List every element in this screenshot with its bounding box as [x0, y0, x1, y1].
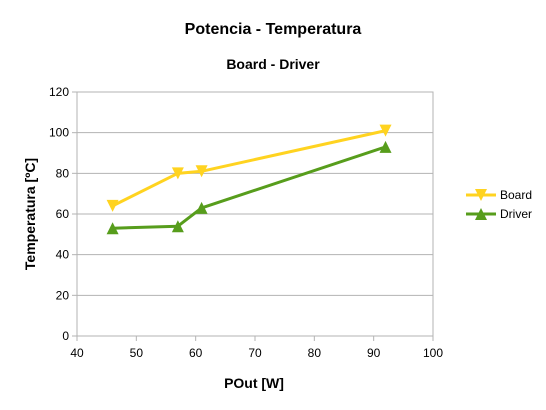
series-layer — [106, 124, 392, 235]
y-tick-label: 60 — [56, 207, 70, 221]
legend-label: Driver — [500, 207, 532, 221]
x-axis: 40 50 60 70 80 90 100 — [70, 336, 443, 360]
chart-title: Potencia - Temperatura — [185, 21, 362, 38]
y-axis-label: Temperatura [ºC] — [22, 158, 38, 270]
y-tick-label: 120 — [49, 85, 69, 99]
x-tick-label: 80 — [308, 346, 322, 360]
legend-item-board: Board — [466, 188, 532, 202]
data-point — [379, 124, 392, 137]
y-tick-label: 0 — [62, 329, 69, 343]
x-tick-label: 50 — [130, 346, 144, 360]
y-tick-label: 100 — [49, 126, 69, 140]
chart-subtitle: Board - Driver — [226, 56, 320, 72]
y-tick-label: 20 — [56, 288, 70, 302]
y-axis: 0 20 40 60 80 100 120 — [49, 85, 77, 343]
series-line — [112, 145, 387, 230]
legend-marker — [475, 189, 487, 201]
legend: Board Driver — [466, 188, 532, 221]
x-tick-label: 90 — [367, 346, 381, 360]
series-board — [106, 124, 392, 212]
x-axis-label: POut [W] — [224, 375, 284, 391]
x-tick-label: 60 — [189, 346, 203, 360]
series-driver — [106, 140, 392, 235]
y-tick-label: 80 — [56, 166, 70, 180]
data-point — [171, 220, 184, 233]
y-tick-label: 40 — [56, 248, 70, 262]
x-tick-label: 40 — [70, 346, 84, 360]
data-point — [106, 199, 119, 212]
legend-item-driver: Driver — [466, 207, 532, 221]
data-point — [195, 165, 208, 178]
data-point — [379, 140, 392, 153]
grid — [77, 91, 433, 337]
legend-marker — [475, 208, 487, 220]
data-point — [106, 222, 119, 235]
data-point — [195, 201, 208, 214]
series-line — [111, 129, 386, 208]
x-tick-label: 100 — [423, 346, 443, 360]
x-tick-label: 70 — [248, 346, 262, 360]
data-point — [171, 167, 184, 180]
legend-label: Board — [500, 188, 532, 202]
